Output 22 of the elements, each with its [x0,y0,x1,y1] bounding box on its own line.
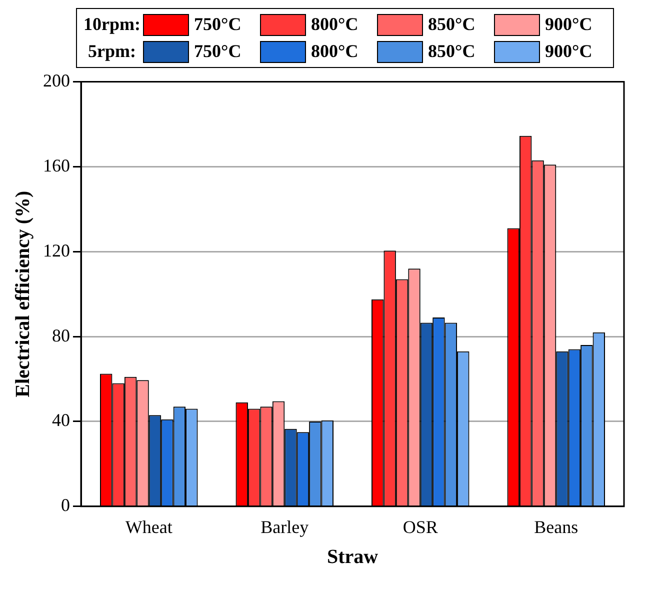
legend-label: 900°C [545,41,594,62]
y-tick-label: 200 [43,70,70,91]
x-tick-label: Beans [534,516,578,537]
y-tick-label: 80 [52,325,70,346]
legend-label: 750°C [194,41,242,62]
legend-label: 750°C [194,14,242,35]
y-tick-label: 0 [61,495,70,516]
y-tick-label: 160 [43,155,70,176]
legend-label: 850°C [428,14,476,35]
legend-label: 900°C [545,14,594,35]
y-tick-label: 40 [52,410,70,430]
legend-label: 850°C [428,41,476,62]
legend-label: 800°C [311,41,360,62]
legend-label: 800°C [311,14,360,35]
text: 10rpm: [82,14,142,35]
text: 5rpm: [87,41,137,62]
x-tick-label: Barley [260,516,309,537]
x-tick-label: Wheat [125,516,172,537]
x-tick-label: OSR [402,516,438,537]
x-axis-title: Straw [326,546,379,568]
y-axis-title: Electrical efficiency (%) [12,190,34,398]
y-tick-label: 120 [43,240,70,260]
